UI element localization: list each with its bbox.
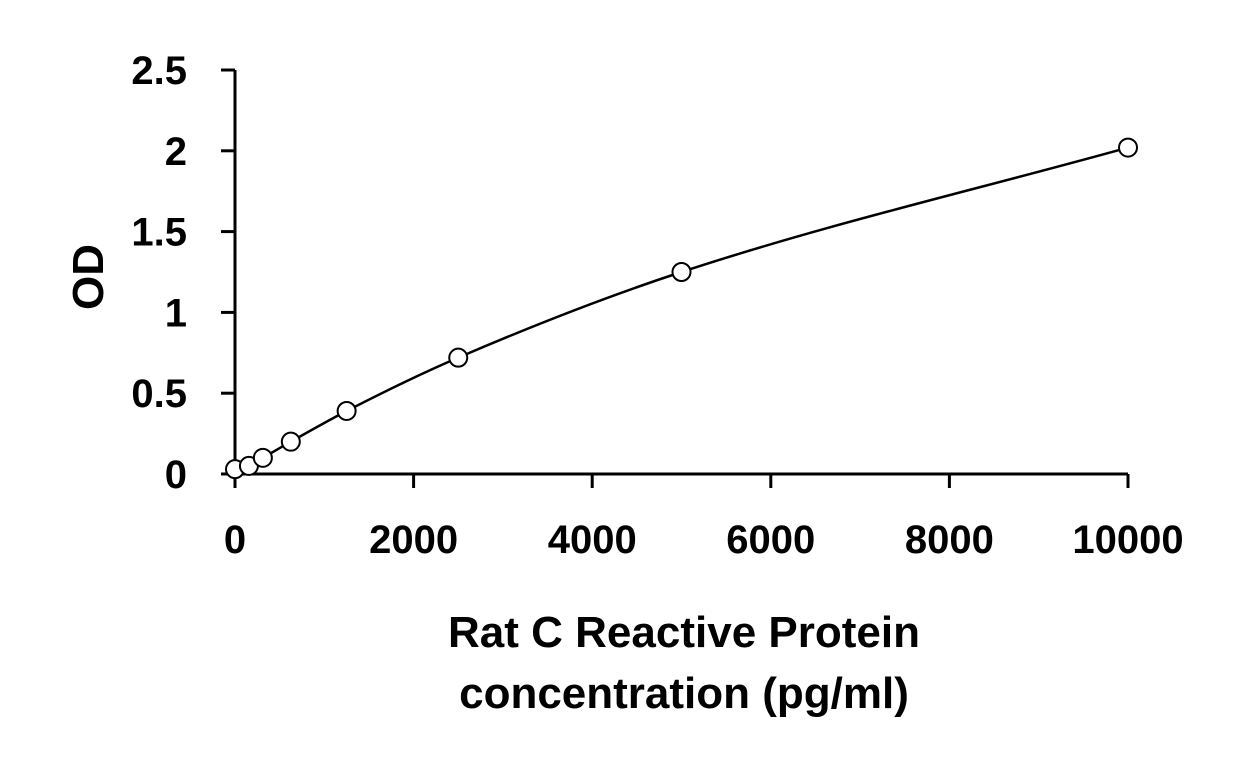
x-tick-label: 4000 bbox=[548, 518, 637, 562]
fit-curve-layer bbox=[234, 146, 1129, 471]
x-axis-title-line: concentration (pg/ml) bbox=[459, 669, 909, 718]
data-point bbox=[448, 347, 469, 368]
y-tick-label: 0.5 bbox=[131, 372, 187, 416]
y-axis-title: OD bbox=[64, 244, 113, 310]
data-point bbox=[1118, 137, 1138, 158]
x-tick-label: 10000 bbox=[1072, 518, 1183, 562]
data-point bbox=[280, 431, 301, 452]
data-points bbox=[225, 137, 1138, 480]
y-tick-label: 2.5 bbox=[131, 49, 187, 93]
y-tick-label: 1.5 bbox=[131, 211, 187, 255]
y-tick-label: 0 bbox=[165, 453, 187, 497]
x-tick-label: 8000 bbox=[905, 518, 994, 562]
fit-curve bbox=[234, 146, 1129, 471]
y-tick-label: 1 bbox=[165, 291, 187, 335]
x-tick-label: 0 bbox=[224, 518, 246, 562]
x-tick-label: 2000 bbox=[369, 518, 458, 562]
x-tick-label: 6000 bbox=[726, 518, 815, 562]
ticks: 0 0.5 1 1.5 2 2.5 0 2000 4000 6000 8000 10000 bbox=[131, 49, 1183, 562]
x-axis-title-line: Rat C Reactive Protein bbox=[448, 608, 920, 657]
y-tick-label: 2 bbox=[165, 130, 187, 174]
data-point bbox=[336, 400, 357, 421]
axes bbox=[233, 70, 1128, 476]
data-point bbox=[671, 262, 692, 282]
axis-titles: OD Rat C Reactive Protein concentration (p… bbox=[64, 244, 920, 718]
data-point bbox=[252, 447, 273, 468]
